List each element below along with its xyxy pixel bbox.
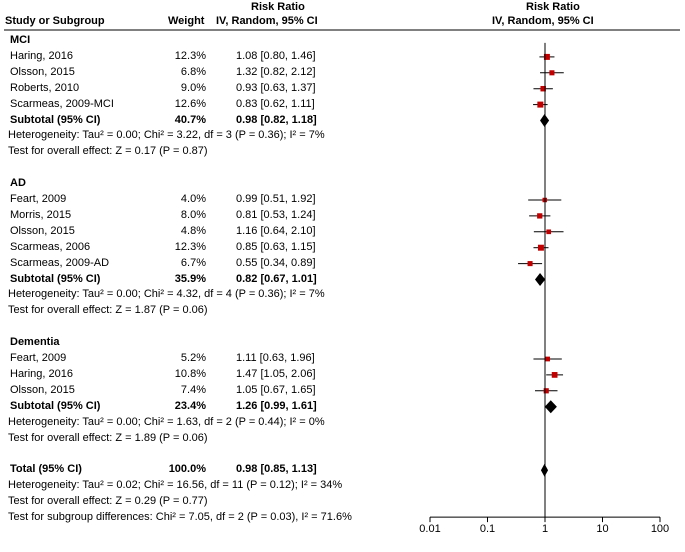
study-column-header: Study or Subgroup bbox=[5, 15, 105, 27]
total-label: Total (95% CI) bbox=[10, 463, 82, 476]
rr-title: Risk Ratio bbox=[251, 1, 305, 13]
note-text: Test for subgroup differences: Chi² = 7.… bbox=[8, 511, 352, 523]
study-marker bbox=[549, 70, 555, 76]
weight-column-header: Weight bbox=[168, 15, 205, 27]
note-text: Test for overall effect: Z = 1.89 (P = 0… bbox=[8, 431, 208, 444]
ci-value: 1.47 [1.05, 2.06] bbox=[236, 367, 316, 380]
note-text: Heterogeneity: Tau² = 0.00; Chi² = 1.63,… bbox=[8, 415, 325, 428]
ci-value: 1.16 [0.64, 2.10] bbox=[236, 224, 316, 237]
ci-value: 1.08 [0.80, 1.46] bbox=[236, 49, 316, 62]
group-label: Dementia bbox=[10, 336, 60, 349]
study-marker bbox=[543, 388, 549, 394]
ci-value: 0.83 [0.62, 1.11] bbox=[236, 97, 315, 110]
study-marker bbox=[546, 229, 552, 235]
study-label: Olsson, 2015 bbox=[10, 65, 75, 78]
weight-value: 100.0% bbox=[168, 463, 206, 476]
study-label: Feart, 2009 bbox=[10, 352, 67, 364]
study-label: Olsson, 2015 bbox=[10, 383, 75, 396]
ci-value: 1.05 [0.67, 1.65] bbox=[236, 383, 316, 396]
x-tick-label: 0.1 bbox=[479, 523, 496, 536]
note-text: Test for overall effect: Z = 0.29 (P = 0… bbox=[8, 495, 208, 508]
subtotal-diamond bbox=[534, 273, 546, 286]
ci-value: 0.98 [0.85, 1.13] bbox=[236, 463, 317, 476]
weight-value: 10.8% bbox=[174, 367, 206, 380]
study-label: Feart, 2009 bbox=[10, 193, 67, 205]
x-tick-label: 100 bbox=[650, 523, 670, 536]
weight-value: 12.6% bbox=[174, 97, 206, 110]
ci-value: 0.93 [0.63, 1.37] bbox=[236, 81, 316, 94]
total-diamond bbox=[540, 463, 549, 477]
study-marker bbox=[540, 85, 546, 92]
study-marker bbox=[551, 372, 558, 378]
rr-method-header: IV, Random, 95% CI bbox=[216, 15, 318, 27]
study-label: Scarmeas, 2009-MCI bbox=[10, 97, 114, 110]
study-marker bbox=[545, 356, 550, 362]
ci-value: 0.85 [0.63, 1.15] bbox=[236, 240, 316, 253]
group-label: MCI bbox=[10, 34, 31, 46]
weight-value: 23.4% bbox=[174, 399, 206, 412]
ci-value: 1.32 [0.82, 2.12] bbox=[236, 65, 316, 78]
weight-value: 35.9% bbox=[174, 272, 206, 285]
weight-value: 6.8% bbox=[180, 65, 206, 78]
ci-value: 0.99 [0.51, 1.92] bbox=[236, 193, 316, 205]
study-marker bbox=[527, 261, 533, 267]
ci-value: 1.26 [0.99, 1.61] bbox=[236, 399, 317, 412]
weight-value: 12.3% bbox=[174, 240, 206, 253]
ci-value: 0.55 [0.34, 0.89] bbox=[236, 256, 316, 269]
note-text: Test for overall effect: Z = 0.17 (P = 0… bbox=[8, 145, 208, 158]
study-label: Roberts, 2010 bbox=[10, 81, 80, 94]
subtotal-label: Subtotal (95% CI) bbox=[10, 272, 101, 285]
note-text: Heterogeneity: Tau² = 0.02; Chi² = 16.56… bbox=[8, 479, 343, 492]
group-label: AD bbox=[10, 177, 26, 190]
study-marker bbox=[537, 213, 543, 219]
study-marker bbox=[537, 244, 544, 251]
ci-value: 1.11 [0.63, 1.96] bbox=[236, 352, 315, 364]
subtotal-label: Subtotal (95% CI) bbox=[10, 113, 101, 126]
weight-value: 4.8% bbox=[180, 224, 206, 237]
weight-value: 9.0% bbox=[180, 81, 206, 94]
ci-value: 0.82 [0.67, 1.01] bbox=[236, 272, 317, 285]
weight-value: 7.4% bbox=[180, 383, 206, 396]
study-label: Scarmeas, 2009-AD bbox=[10, 256, 110, 269]
weight-value: 6.7% bbox=[180, 256, 206, 269]
study-label: Haring, 2016 bbox=[10, 367, 73, 380]
note-text: Test for overall effect: Z = 1.87 (P = 0… bbox=[8, 304, 208, 317]
study-label: Haring, 2016 bbox=[10, 49, 73, 62]
weight-value: 12.3% bbox=[174, 49, 206, 62]
study-marker bbox=[537, 101, 544, 108]
study-label: Olsson, 2015 bbox=[10, 224, 75, 237]
plot-method-header: IV, Random, 95% CI bbox=[492, 15, 594, 27]
x-tick-label: 0.01 bbox=[419, 523, 441, 536]
study-label: Morris, 2015 bbox=[10, 208, 72, 221]
weight-value: 5.2% bbox=[180, 352, 206, 364]
plot-title: Risk Ratio bbox=[526, 1, 580, 13]
ci-value: 0.81 [0.53, 1.24] bbox=[236, 208, 316, 221]
weight-value: 4.0% bbox=[180, 193, 206, 205]
x-tick-label: 10 bbox=[596, 523, 609, 536]
weight-value: 8.0% bbox=[180, 208, 206, 221]
note-text: Heterogeneity: Tau² = 0.00; Chi² = 3.22,… bbox=[8, 129, 325, 142]
subtotal-diamond bbox=[544, 400, 557, 414]
weight-value: 40.7% bbox=[174, 113, 206, 126]
study-marker bbox=[543, 53, 550, 60]
study-label: Scarmeas, 2006 bbox=[10, 240, 91, 253]
x-tick-label: 1 bbox=[541, 523, 549, 536]
ci-value: 0.98 [0.82, 1.18] bbox=[236, 113, 317, 126]
subtotal-label: Subtotal (95% CI) bbox=[10, 399, 101, 412]
note-text: Heterogeneity: Tau² = 0.00; Chi² = 4.32,… bbox=[8, 288, 325, 301]
